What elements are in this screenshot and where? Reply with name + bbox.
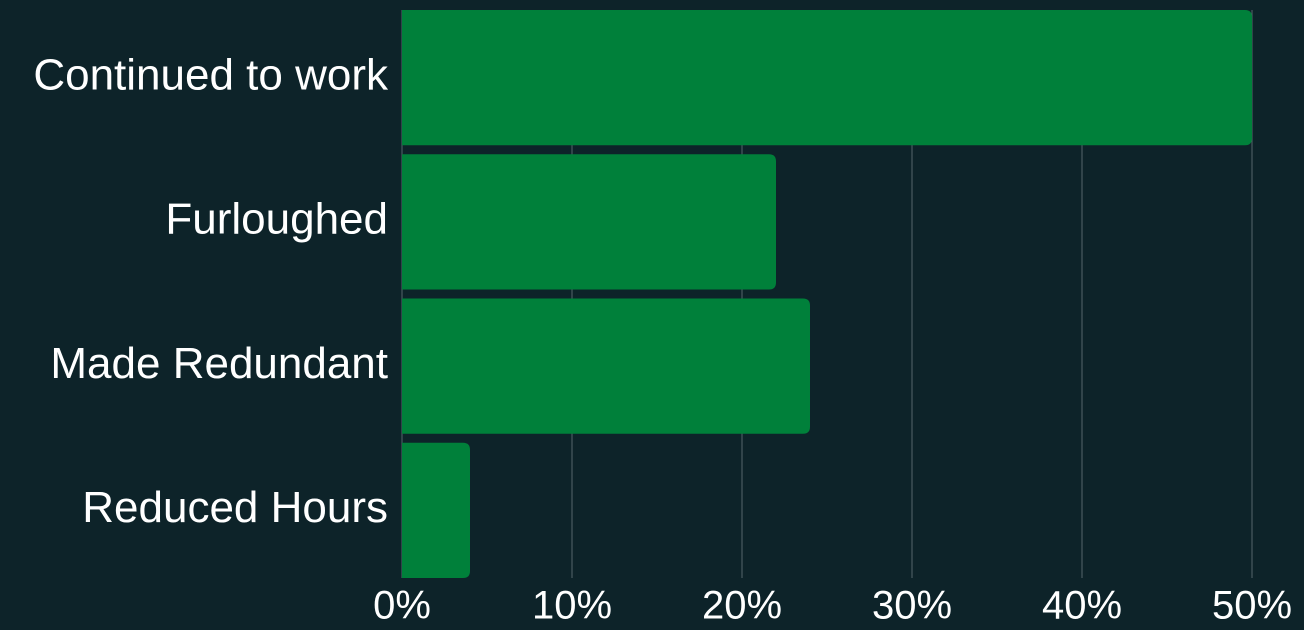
- x-tick-label: 50%: [1212, 584, 1292, 628]
- bar: [402, 10, 1252, 146]
- x-tick-label: 10%: [532, 584, 612, 628]
- bar: [402, 154, 776, 290]
- x-tick-label: 20%: [702, 584, 782, 628]
- y-tick-label: Reduced Hours: [82, 483, 388, 532]
- x-tick-label: 40%: [1042, 584, 1122, 628]
- x-tick-label: 0%: [373, 584, 431, 628]
- y-tick-label: Continued to work: [33, 50, 389, 99]
- y-tick-label: Furloughed: [165, 195, 388, 244]
- bar: [402, 442, 470, 578]
- y-tick-label: Made Redundant: [50, 339, 388, 388]
- x-tick-label: 30%: [872, 584, 952, 628]
- bar: [402, 298, 810, 434]
